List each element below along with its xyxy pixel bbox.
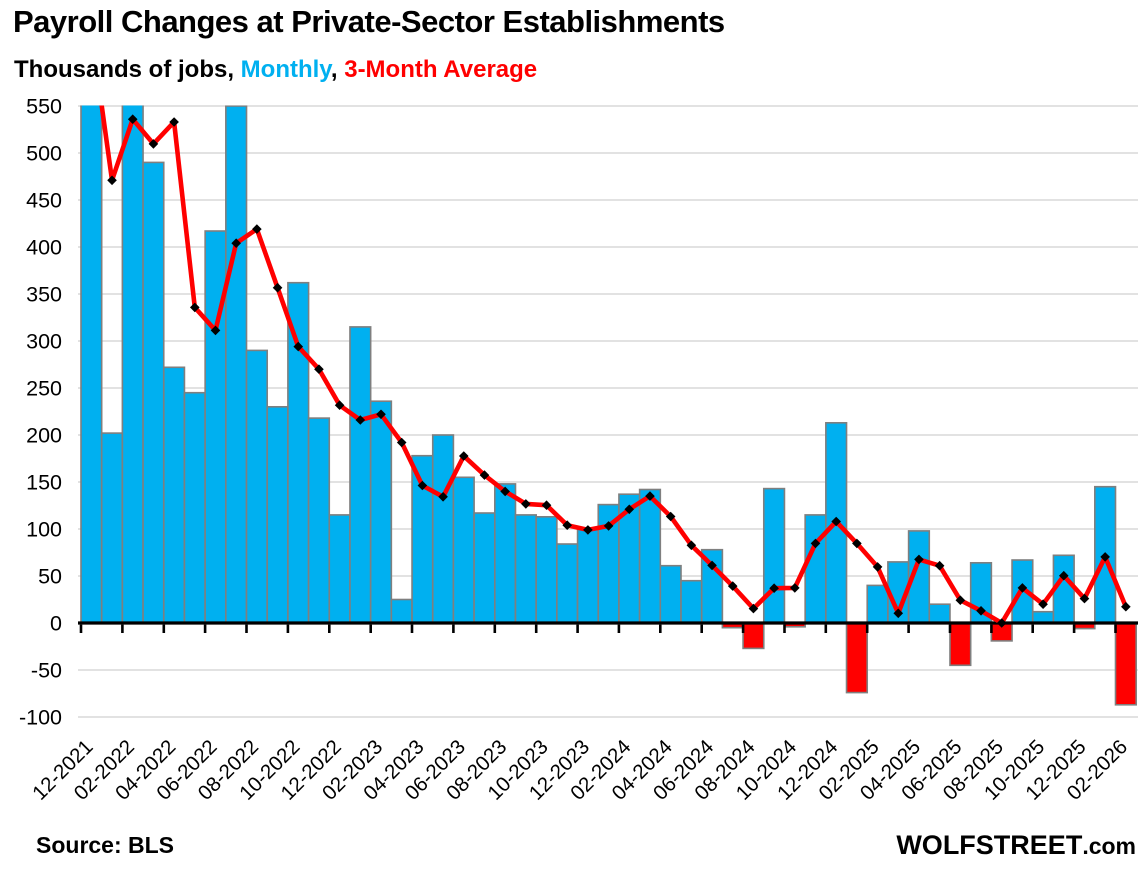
avg-marker [169, 117, 179, 127]
avg-marker [252, 224, 262, 234]
avg-marker [1017, 583, 1028, 593]
avg-marker [1121, 601, 1131, 612]
avg-marker [231, 238, 241, 249]
avg-marker [624, 504, 635, 515]
legend-monthly-label: Monthly [240, 56, 331, 83]
y-tick-label: -100 [19, 706, 62, 730]
bar-11-2023 [556, 543, 579, 624]
subtitle-units-label: Thousands of jobs, [14, 56, 241, 83]
y-tick-label: 350 [26, 283, 62, 307]
source-note: Source: BLS [36, 832, 175, 858]
bar-08-2024 [742, 622, 765, 650]
y-tick-label: 0 [50, 612, 62, 636]
avg-marker [769, 583, 779, 594]
y-tick-label: 200 [26, 424, 62, 448]
bar-01-2025 [845, 622, 869, 694]
y-tick-label: 550 [26, 95, 62, 119]
bar-05-2022 [183, 391, 206, 624]
avg-marker [272, 282, 283, 293]
bar-03-2024 [638, 488, 662, 624]
bar-09-2023 [514, 514, 537, 624]
avg-marker [521, 499, 531, 509]
y-tick-label: 500 [26, 142, 62, 166]
bar-01-2023 [349, 326, 372, 624]
avg-marker [790, 583, 800, 593]
y-tick-label: 450 [26, 189, 62, 213]
bar-10-2023 [535, 515, 558, 624]
brand-suffix: .com [1082, 833, 1136, 859]
avg-marker [127, 114, 138, 125]
bar-09-2022 [266, 405, 289, 624]
avg-marker [1058, 570, 1069, 581]
avg-marker [645, 491, 655, 501]
avg-marker [852, 538, 862, 549]
bar-05-2024 [680, 579, 703, 624]
bar-01-2022 [100, 432, 124, 624]
x-axis-labels: 12-202102-202204-202206-202208-202210-20… [28, 735, 1132, 804]
brand-name: WOLFSTREET [896, 830, 1083, 860]
bar-07-2022 [225, 105, 248, 624]
avg-marker [914, 554, 924, 565]
bar-03-2023 [390, 598, 413, 624]
avg-marker [996, 618, 1007, 628]
bar-09-2024 [762, 487, 786, 624]
avg-marker [934, 560, 945, 571]
brand-watermark: WOLFSTREET.com [896, 830, 1136, 861]
bar-12-2023 [576, 528, 600, 624]
bar-06-2023 [452, 476, 475, 624]
avg-marker [189, 302, 200, 313]
y-tick-label: -50 [31, 659, 62, 683]
avg-marker [417, 480, 428, 491]
page-title: Payroll Changes at Private-Sector Establ… [13, 4, 725, 39]
bar-02-2022 [121, 105, 144, 624]
avg-marker [810, 538, 821, 549]
y-tick-label: 300 [26, 330, 62, 354]
bar-12-2021 [80, 105, 103, 624]
bar-07-2023 [473, 512, 496, 624]
bar-10-2025 [1031, 610, 1055, 624]
avg-marker [541, 500, 552, 511]
subtitle-separator: , [330, 56, 345, 83]
bar-06-2025 [949, 622, 972, 667]
bar-08-2022 [245, 349, 269, 624]
bar-05-2023 [431, 434, 455, 624]
x-ticks [79, 624, 1117, 633]
bar-10-2022 [287, 281, 310, 624]
y-tick-label: 250 [26, 377, 62, 401]
avg-marker [955, 595, 966, 606]
monthly-bars [80, 105, 1137, 706]
avg-marker [1100, 552, 1110, 562]
bar-04-2022 [162, 366, 186, 624]
bar-04-2024 [659, 564, 682, 624]
legend-3mo-average-label: 3-Month Average [344, 56, 538, 83]
y-tick-label: 50 [38, 565, 62, 589]
avg-marker [334, 400, 345, 411]
y-tick-label: 100 [26, 518, 62, 542]
avg-marker [148, 139, 159, 149]
avg-marker [376, 409, 386, 420]
bar-08-2023 [493, 483, 517, 624]
bar-12-2022 [328, 514, 351, 624]
bar-03-2022 [142, 161, 165, 624]
bar-05-2025 [928, 603, 951, 624]
avg-marker [314, 364, 324, 375]
bar-02-2025 [866, 584, 889, 624]
bar-06-2022 [204, 230, 227, 624]
bar-02-2026 [1114, 622, 1137, 706]
avg-marker [396, 437, 407, 448]
bar-02-2023 [369, 400, 393, 624]
avg-marker [872, 562, 883, 572]
y-tick-label: 400 [26, 236, 62, 260]
chart-subtitle-legend: Thousands of jobs, Monthly, 3-Month Aver… [14, 56, 537, 84]
avg-marker [831, 516, 841, 527]
y-tick-label: 150 [26, 471, 62, 495]
bar-11-2022 [307, 417, 331, 624]
bar-11-2024 [804, 514, 827, 624]
